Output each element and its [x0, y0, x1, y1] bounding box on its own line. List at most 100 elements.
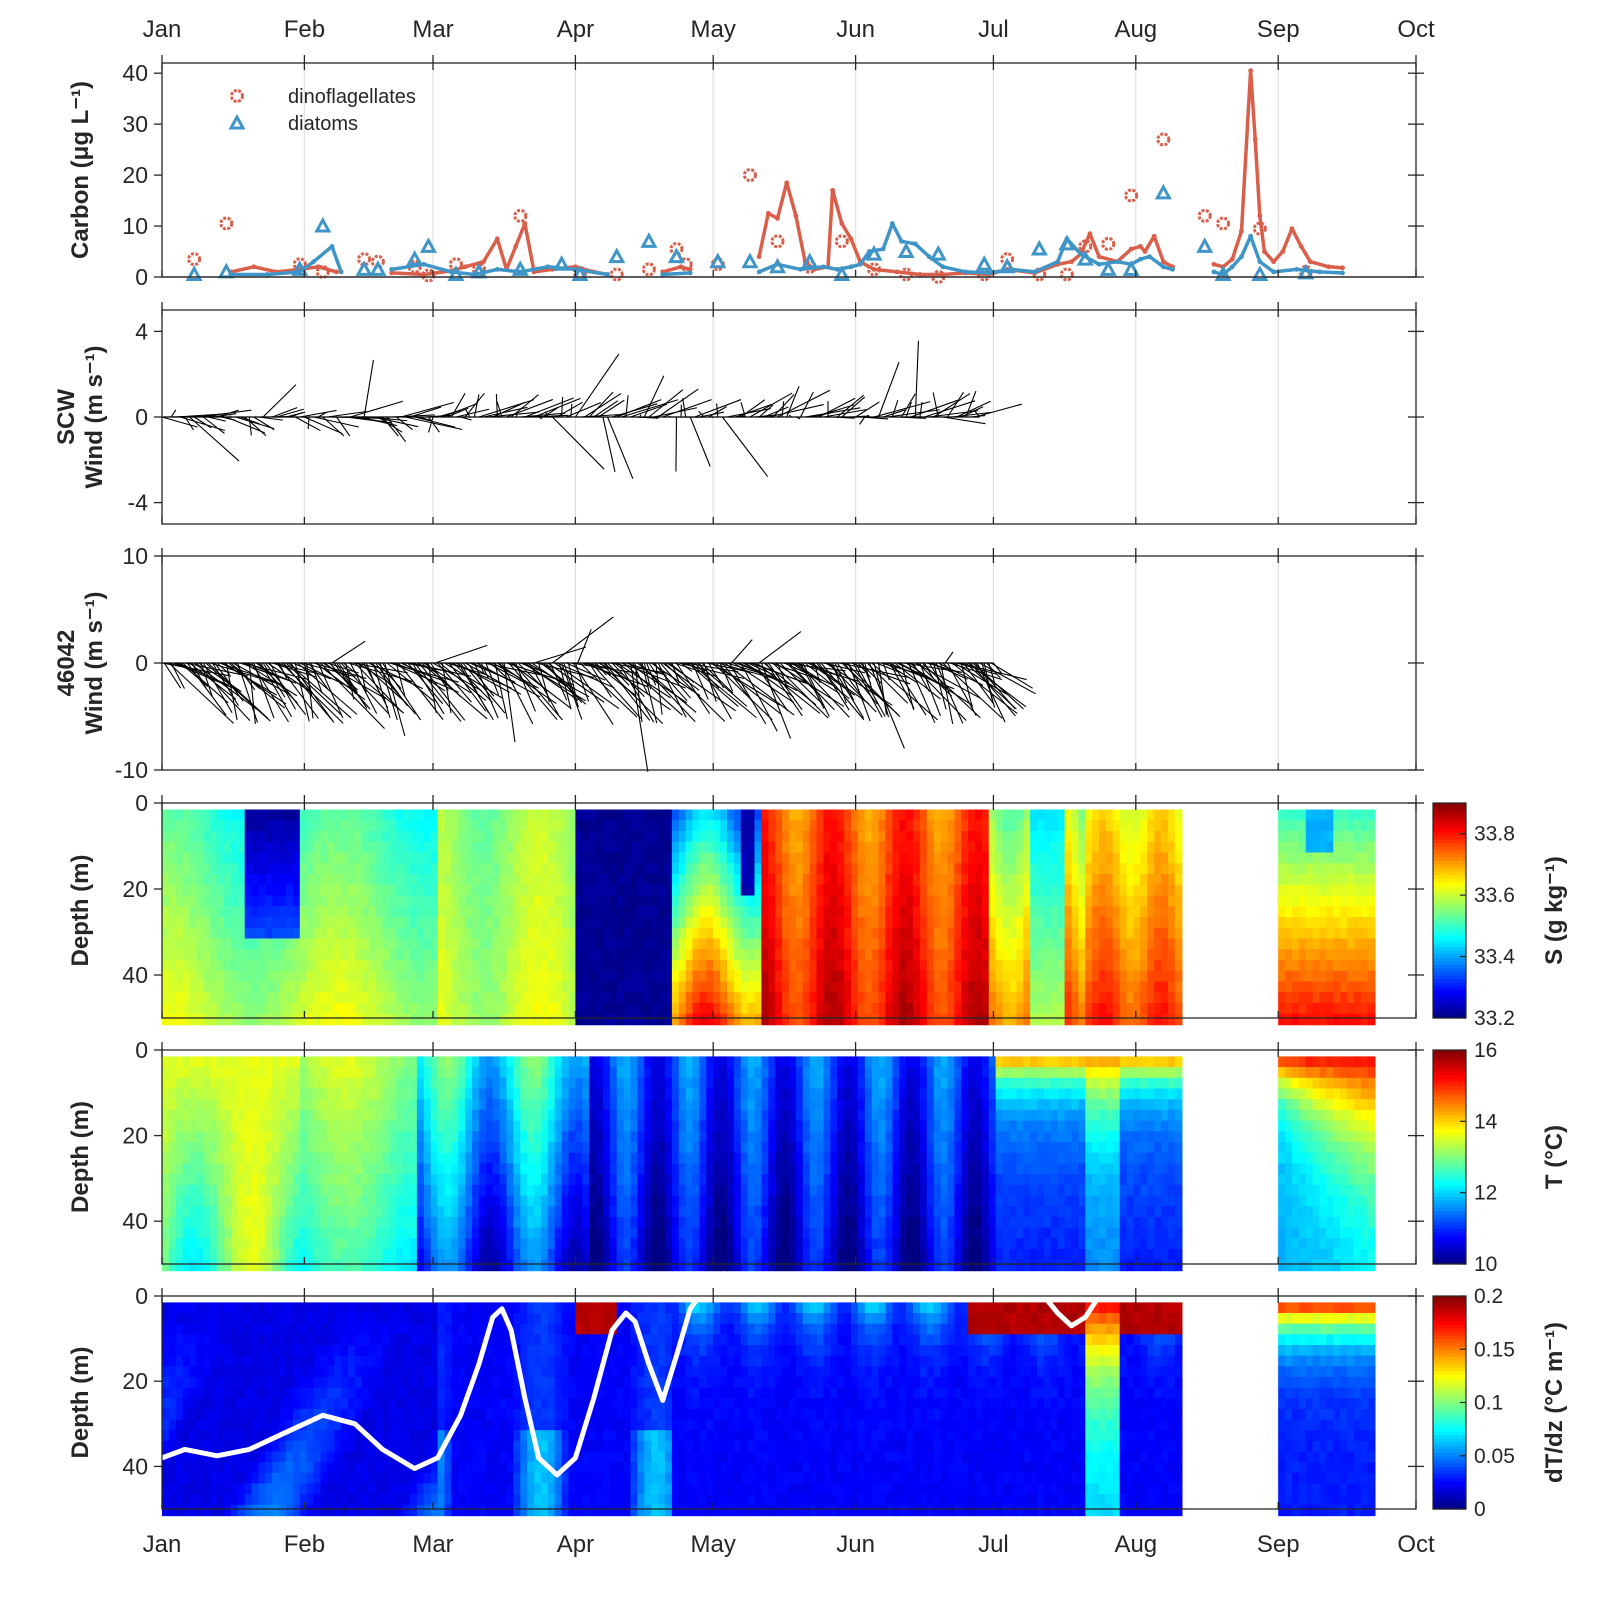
heat-cell: [823, 938, 832, 951]
heat-cell: [692, 820, 701, 832]
heat-cell: [1161, 831, 1169, 843]
wind-vector: [464, 662, 522, 695]
heat-cell: [1023, 1003, 1031, 1015]
heat-cell: [189, 1131, 198, 1143]
heat-cell: [444, 1067, 453, 1079]
heat-cell: [237, 1067, 246, 1079]
heat-cell: [699, 906, 708, 918]
heat-cell: [334, 1120, 342, 1133]
heat-cell: [258, 1056, 267, 1068]
wind-vector: [212, 662, 239, 706]
heat-cell: [630, 960, 639, 972]
heat-cell: [1154, 831, 1162, 843]
wind-vector: [441, 662, 452, 714]
heat-cell: [375, 1142, 384, 1154]
heat-cell: [506, 927, 515, 940]
heat-cell: [1071, 874, 1080, 886]
heat-cell: [782, 917, 790, 929]
wind-vector: [614, 662, 640, 684]
heat-cell: [389, 938, 398, 951]
heat-cell: [203, 1077, 211, 1090]
heat-cell: [320, 1077, 329, 1090]
heat-cell: [244, 884, 253, 897]
heat-cell: [933, 927, 942, 940]
heat-cell: [458, 1013, 466, 1026]
heat-cell: [162, 1174, 170, 1186]
heat-cell: [1023, 874, 1031, 886]
heat-cell: [265, 1131, 274, 1143]
heat-cell: [375, 809, 384, 822]
heat-cell: [630, 927, 639, 940]
heat-cell: [499, 874, 508, 886]
heat-cell: [637, 831, 646, 843]
heat-cell: [251, 1003, 260, 1015]
heat-cell: [224, 960, 232, 972]
heat-cell: [451, 927, 460, 940]
heat-cell: [168, 1238, 177, 1250]
heat-cell: [430, 938, 439, 951]
heat-cell: [609, 992, 618, 1004]
heat-cell: [1319, 841, 1328, 854]
dinoflagellates-point: [1128, 246, 1134, 252]
wind-vector: [235, 416, 275, 430]
heat-cell: [603, 852, 611, 865]
heat-cell: [1278, 841, 1286, 854]
heat-cell: [589, 863, 597, 875]
wind-vector: [276, 408, 304, 418]
heat-cell: [320, 874, 329, 886]
wind-vector: [365, 662, 375, 683]
wind-vector: [448, 662, 487, 712]
heat-cell: [306, 1174, 315, 1186]
heat-cell: [279, 1142, 287, 1154]
heat-cell: [1305, 917, 1314, 929]
heat-cell: [444, 981, 453, 994]
heat-cell: [988, 884, 997, 897]
heat-cell: [292, 820, 301, 832]
heat-cell: [1016, 884, 1025, 897]
heat-cell: [1174, 895, 1183, 908]
heat-cell: [575, 927, 584, 940]
heat-cell: [1333, 981, 1341, 994]
heat-cell: [1064, 874, 1073, 886]
heat-cell: [685, 831, 694, 843]
heat-cell: [313, 981, 322, 994]
heat-cell: [485, 1077, 494, 1090]
heat-cell: [224, 884, 232, 897]
heat-cell: [368, 1195, 377, 1207]
heat-cell: [1305, 949, 1314, 961]
heat-cell: [795, 981, 804, 994]
heat-cell: [361, 1056, 370, 1068]
wind-vector: [409, 406, 442, 418]
heat-cell: [361, 1195, 370, 1207]
wind-vector: [834, 662, 855, 701]
heat-cell: [995, 917, 1004, 929]
heat-cell: [1092, 949, 1100, 961]
heat-cell: [313, 1152, 322, 1165]
heat-cell: [720, 917, 728, 929]
heat-cell: [217, 1077, 225, 1090]
heat-cell: [885, 809, 894, 822]
heat-cell: [334, 1163, 342, 1175]
heat-cell: [1354, 981, 1362, 994]
heat-cell: [802, 992, 811, 1004]
wind-vector: [544, 411, 549, 418]
heat-cell: [1285, 852, 1293, 865]
heat-cell: [348, 1152, 356, 1165]
heat-cell: [1023, 831, 1031, 843]
heat-cell: [1147, 970, 1155, 983]
heat-cell: [1050, 960, 1059, 972]
heat-cell: [733, 960, 742, 972]
diatoms-point: [1257, 259, 1263, 265]
heat-cell: [561, 1003, 570, 1015]
heat-cell: [671, 863, 680, 875]
heat-cell: [706, 949, 714, 961]
heat-cell: [864, 820, 873, 832]
heat-cell: [430, 970, 439, 983]
heat-cell: [871, 831, 880, 843]
heat-cell: [361, 949, 370, 961]
heat-cell: [816, 809, 825, 822]
heat-cell: [313, 831, 322, 843]
heat-cell: [451, 949, 460, 961]
heat-cell: [506, 970, 515, 983]
heat-cell: [547, 906, 556, 918]
